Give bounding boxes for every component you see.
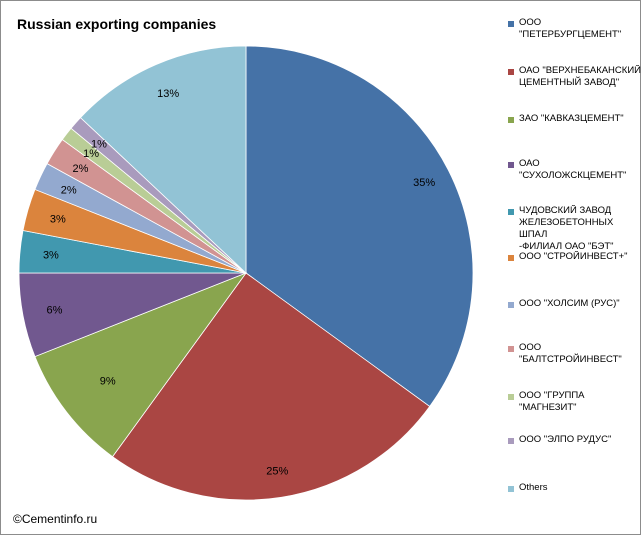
legend-swatch xyxy=(508,302,514,308)
pie-slice xyxy=(34,272,248,458)
chart-legend: ООО "ПЕТЕРБУРГЦЕМЕНТ" ОАО "ВЕРХНЕБАКАНСКИ… xyxy=(508,0,641,535)
legend-label: ОАО "ВЕРХНЕБАКАНСКИЙ ЦЕМЕНТНЫЙ ЗАВОД" xyxy=(519,65,641,88)
pie-slice-label: 3% xyxy=(50,213,66,225)
legend-item: ЗАО "КАВКАЗЦЕМЕНТ" xyxy=(508,113,641,125)
pie-slice xyxy=(112,272,431,501)
legend-swatch xyxy=(508,438,514,444)
legend-swatch xyxy=(508,394,514,400)
copyright-text: ©Cementinfo.ru xyxy=(13,512,98,526)
legend-swatch xyxy=(508,117,514,123)
pie-slice-label: 1% xyxy=(91,138,107,150)
legend-item: ОАО "СУХОЛОЖСКЦЕМЕНТ" xyxy=(508,158,641,182)
pie-slice-label: 3% xyxy=(43,250,59,262)
legend-swatch xyxy=(508,255,514,261)
legend-label: ЗАО "КАВКАЗЦЕМЕНТ" xyxy=(519,113,624,124)
pie-slice xyxy=(79,45,247,274)
legend-label: ОАО "СУХОЛОЖСКЦЕМЕНТ" xyxy=(519,158,627,181)
legend-item: ООО "БАЛТСТРОЙИНВЕСТ" xyxy=(508,342,641,366)
legend-item: ООО "ГРУППА "МАГНЕЗИТ" xyxy=(508,390,641,414)
chart-title: Russian exporting companies xyxy=(17,16,217,32)
pie-slice-label: 2% xyxy=(73,163,89,175)
legend-label: ООО "БАЛТСТРОЙИНВЕСТ" xyxy=(519,342,622,365)
pie-slice-label: 2% xyxy=(61,185,77,197)
pie-slices xyxy=(18,45,474,501)
legend-item: ЧУДОВСКИЙ ЗАВОД ЖЕЛЕЗОБЕТОННЫХ ШПАЛ -ФИЛ… xyxy=(508,205,641,253)
pie-slice-label: 25% xyxy=(266,466,288,478)
pie-slice-labels: 35% 25% 9% 6% 3% 3% 2% 2% 1%1% 13% xyxy=(43,88,435,477)
legend-label: ООО "ГРУППА "МАГНЕЗИТ" xyxy=(519,390,585,413)
legend-swatch xyxy=(508,21,514,27)
legend-swatch xyxy=(508,209,514,215)
legend-label: ЧУДОВСКИЙ ЗАВОД ЖЕЛЕЗОБЕТОННЫХ ШПАЛ -ФИЛ… xyxy=(519,205,614,252)
legend-item: ООО "СТРОЙИНВЕСТ+" xyxy=(508,251,641,263)
legend-item: ООО "ПЕТЕРБУРГЦЕМЕНТ" xyxy=(508,17,641,41)
legend-swatch xyxy=(508,162,514,168)
legend-swatch xyxy=(508,69,514,75)
legend-item: ОАО "ВЕРХНЕБАКАНСКИЙ ЦЕМЕНТНЫЙ ЗАВОД" xyxy=(508,65,641,89)
legend-label: Others xyxy=(519,482,548,493)
legend-label: ООО "ХОЛСИМ (РУС)" xyxy=(519,298,620,309)
pie-slice-label: 6% xyxy=(47,305,63,317)
legend-item: ООО "ЭЛПО РУДУС" xyxy=(508,434,641,446)
legend-item: Others xyxy=(508,482,641,494)
pie-slice xyxy=(245,45,474,407)
legend-label: ООО "ЭЛПО РУДУС" xyxy=(519,434,612,445)
pie-slice-label: 9% xyxy=(100,375,116,387)
legend-label: ООО "СТРОЙИНВЕСТ+" xyxy=(519,251,628,262)
legend-label: ООО "ПЕТЕРБУРГЦЕМЕНТ" xyxy=(519,17,622,40)
legend-item: ООО "ХОЛСИМ (РУС)" xyxy=(508,298,641,310)
pie-slice-label: 1% xyxy=(83,148,99,160)
pie-slice-label: 13% xyxy=(157,88,179,100)
pie-slice-label: 35% xyxy=(413,177,435,189)
legend-swatch xyxy=(508,346,514,352)
legend-swatch xyxy=(508,486,514,492)
